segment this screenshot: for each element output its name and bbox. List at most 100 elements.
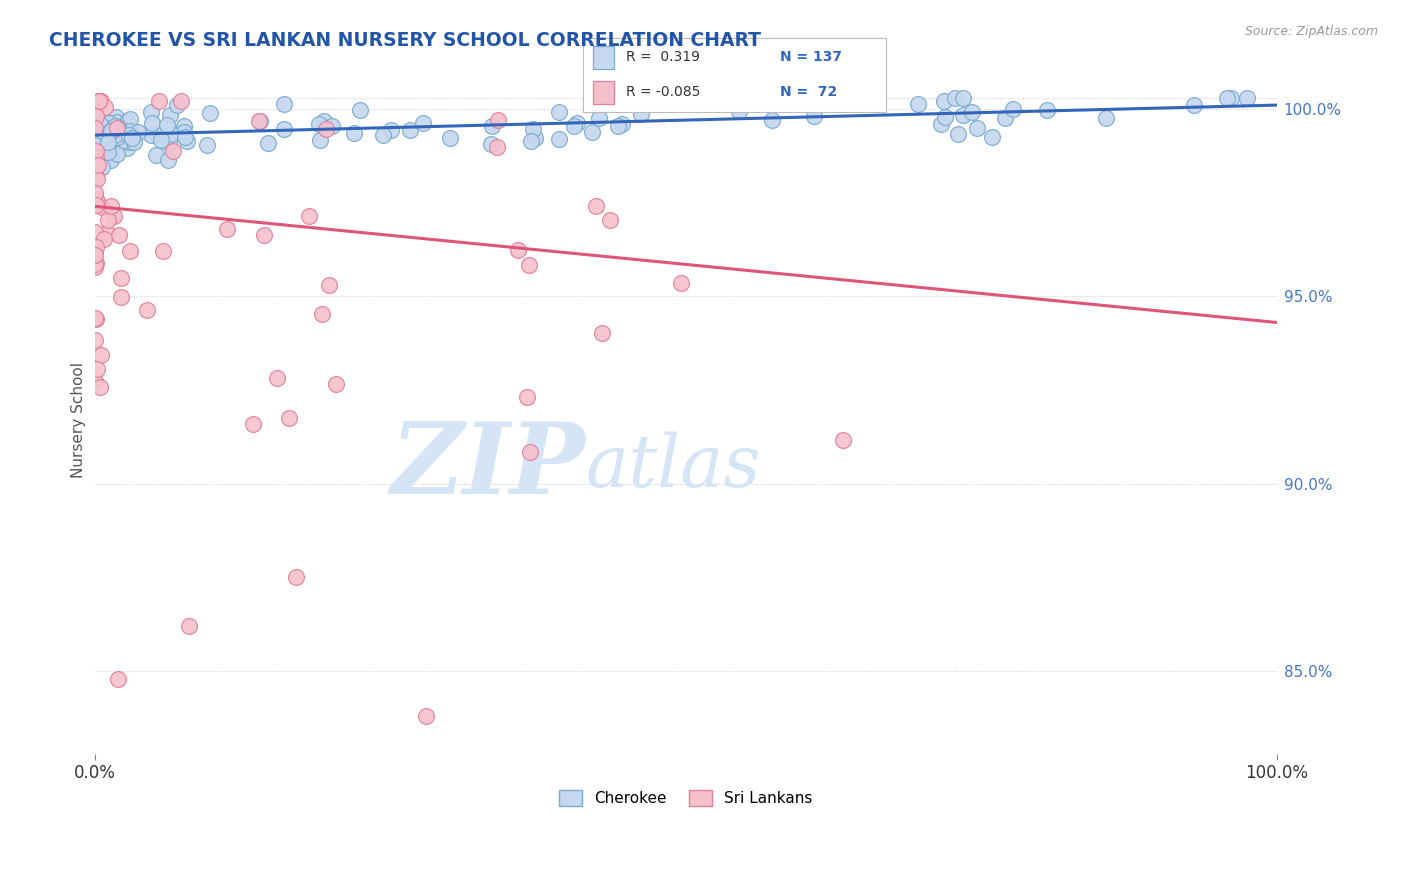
Point <box>97 135 120 149</box>
Point <box>86 312 108 326</box>
Point <box>104 110 127 124</box>
Point <box>308 118 330 132</box>
Point <box>118 124 141 138</box>
Point <box>669 276 692 290</box>
Point <box>170 95 193 109</box>
Point <box>110 271 132 285</box>
Point <box>97 125 120 139</box>
Point <box>115 141 138 155</box>
Point <box>160 127 183 141</box>
Point <box>83 245 105 260</box>
Point <box>273 122 295 136</box>
Point <box>98 126 121 140</box>
Point <box>84 109 107 123</box>
Point <box>946 127 969 141</box>
Point <box>159 108 181 122</box>
Point <box>932 94 955 108</box>
Point <box>94 130 117 145</box>
Point <box>548 104 571 119</box>
Point <box>321 119 343 133</box>
Point <box>87 125 110 139</box>
Point <box>284 570 307 584</box>
Point <box>278 410 301 425</box>
Point <box>415 709 437 723</box>
Point <box>84 255 107 269</box>
Point <box>90 142 112 156</box>
Point <box>943 90 966 104</box>
Point <box>173 120 195 134</box>
Point <box>249 113 271 128</box>
Point <box>565 116 588 130</box>
Point <box>86 197 108 211</box>
Point <box>1036 103 1059 117</box>
Point <box>198 106 221 120</box>
Point <box>83 123 105 137</box>
Point <box>315 122 337 136</box>
Point <box>929 117 952 131</box>
Point <box>761 112 783 127</box>
Point <box>121 131 143 145</box>
Point <box>179 619 201 633</box>
Point <box>152 244 174 258</box>
Point <box>630 107 652 121</box>
Point <box>84 192 107 206</box>
Point <box>524 131 547 145</box>
Point <box>610 117 633 131</box>
Point <box>516 390 538 404</box>
Point <box>118 123 141 137</box>
Point <box>135 302 157 317</box>
Point <box>108 131 131 145</box>
Point <box>83 260 105 274</box>
Point <box>832 433 855 447</box>
Point <box>176 135 198 149</box>
Point <box>1002 102 1025 116</box>
Point <box>96 226 118 240</box>
Point <box>173 125 195 139</box>
Point <box>89 380 111 394</box>
Point <box>84 248 107 262</box>
Point <box>104 143 127 157</box>
Point <box>215 221 238 235</box>
Point <box>90 120 112 134</box>
Point <box>87 95 110 109</box>
Text: N =  72: N = 72 <box>780 85 837 99</box>
Point <box>94 132 117 146</box>
Point <box>122 136 145 150</box>
Point <box>981 130 1004 145</box>
Point <box>114 126 136 140</box>
Point <box>118 128 141 143</box>
Point <box>118 244 141 258</box>
Text: CHEROKEE VS SRI LANKAN NURSERY SCHOOL CORRELATION CHART: CHEROKEE VS SRI LANKAN NURSERY SCHOOL CO… <box>49 31 761 50</box>
Point <box>107 672 129 686</box>
Point <box>86 195 108 210</box>
Point <box>97 128 120 143</box>
Point <box>86 122 108 136</box>
Point <box>107 120 129 134</box>
Point <box>309 133 332 147</box>
Point <box>83 140 105 154</box>
Point <box>156 153 179 167</box>
Point <box>84 145 107 159</box>
Point <box>581 125 603 139</box>
Point <box>84 240 107 254</box>
Point <box>91 121 114 136</box>
Point <box>84 150 107 164</box>
Point <box>166 98 188 112</box>
Point <box>115 115 138 129</box>
Point <box>318 278 340 293</box>
Point <box>84 126 107 140</box>
Point <box>90 138 112 153</box>
Point <box>520 134 543 148</box>
Point <box>156 118 179 132</box>
Point <box>104 119 127 133</box>
Point <box>966 121 988 136</box>
Point <box>97 145 120 160</box>
Point <box>90 134 112 148</box>
Point <box>86 138 108 153</box>
Point <box>98 129 121 144</box>
Point <box>86 126 108 140</box>
Point <box>253 228 276 243</box>
Point <box>93 232 115 246</box>
Point <box>1216 90 1239 104</box>
Point <box>325 376 347 391</box>
